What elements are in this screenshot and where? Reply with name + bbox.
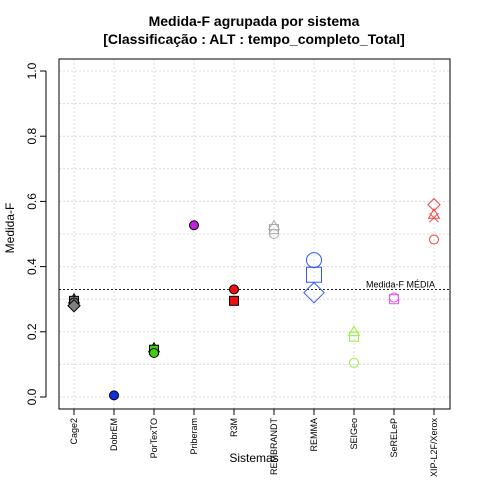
data-point-circle — [189, 220, 199, 231]
x-tick-label: R3M — [229, 418, 239, 437]
x-axis: Cage2 DobrEM PorTexTO Priberam R3M REMBRANDT R… — [69, 408, 439, 478]
data-point-square — [389, 294, 399, 305]
x-tick-label: SeRELeP — [389, 418, 399, 458]
data-point-triangle — [347, 325, 361, 337]
data-point-diamond — [427, 197, 441, 212]
data-point-cross — [429, 212, 439, 223]
x-tick-label: XIP-L2F/Xerox — [429, 418, 439, 478]
x-tick-label: REMBRANDT — [269, 418, 279, 476]
y-tick-label: 0.2 — [25, 323, 39, 340]
data-point-diamond — [303, 281, 325, 304]
data-point-circle — [149, 347, 159, 358]
x-axis-label: Sistemas — [229, 451, 278, 465]
x-tick-label: REMMA — [309, 418, 319, 452]
reference-line-group: Medida-F MÉDIA — [59, 279, 450, 290]
x-tick-label: Priberam — [189, 418, 199, 455]
y-tick-label: 0.6 — [25, 193, 39, 210]
data-point-diamond — [67, 298, 81, 313]
data-point-circle — [269, 229, 279, 239]
y-tick-label: 0.4 — [25, 258, 39, 275]
y-axis: 0.0 0.2 0.4 0.6 0.8 1.0 — [25, 62, 47, 405]
data-points — [67, 197, 441, 401]
x-tick-label: Cage2 — [69, 418, 79, 445]
y-axis-label: Medida-F — [3, 203, 17, 254]
data-point-square — [349, 331, 359, 342]
y-tick-label: 0.8 — [25, 128, 39, 145]
data-point-circle — [349, 357, 359, 368]
data-point-circle — [429, 234, 439, 245]
x-tick-label: SEIGeo — [349, 418, 359, 450]
chart-subtitle: [Classificação : ALT : tempo_completo_To… — [103, 31, 405, 47]
reference-line-label: Medida-F MÉDIA — [366, 279, 435, 289]
data-point-circle — [109, 390, 119, 401]
data-point-square — [269, 224, 279, 235]
y-tick-label: 1.0 — [25, 62, 39, 79]
y-tick-label: 0.0 — [25, 388, 39, 405]
data-point-square — [229, 295, 239, 306]
grid — [59, 59, 450, 409]
x-tick-label: PorTexTO — [149, 418, 159, 458]
chart-title: Medida-F agrupada por sistema — [149, 13, 360, 29]
data-point-circle — [229, 284, 239, 295]
x-tick-label: DobrEM — [109, 418, 119, 451]
